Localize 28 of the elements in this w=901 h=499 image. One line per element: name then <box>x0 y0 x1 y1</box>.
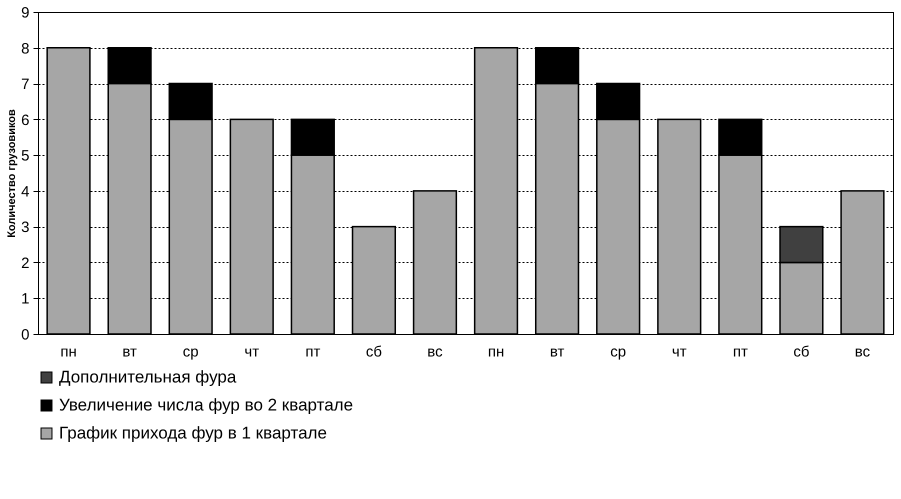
legend-label: Дополнительная фура <box>59 368 237 386</box>
y-axis-title: Количество грузовиков <box>6 108 18 238</box>
x-tick-label: вс <box>427 344 444 360</box>
y-tick-label: 9 <box>21 4 30 22</box>
y-tick-label: 0 <box>21 326 30 344</box>
x-tick-label: вт <box>550 344 564 360</box>
x-tick-label: ср <box>610 344 626 360</box>
y-tick-label: 5 <box>21 148 30 165</box>
y-tick-label: 8 <box>21 40 30 58</box>
x-tick-label: пт <box>305 344 320 360</box>
y-tick-label: 1 <box>21 290 30 308</box>
x-tick-label: чт <box>672 344 687 360</box>
x-tick-label: ср <box>182 344 199 360</box>
x-tick-label: вс <box>854 344 871 360</box>
y-tick-label: 3 <box>21 219 30 236</box>
y-tick-label: 4 <box>21 183 30 200</box>
x-tick-label: пт <box>732 344 748 360</box>
x-tick-label: сб <box>366 344 382 360</box>
legend-label: График прихода фур в 1 квартале <box>59 424 327 442</box>
legend-label: Увеличение числа фур во 2 квартале <box>59 396 354 414</box>
y-tick-label: 7 <box>21 76 30 94</box>
x-tick-label: чт <box>244 344 260 360</box>
y-tick-label: 2 <box>21 254 30 272</box>
x-tick-label: вт <box>122 344 137 360</box>
x-tick-label: пн <box>488 344 504 360</box>
y-tick-label: 6 <box>21 112 30 129</box>
x-tick-label: сб <box>793 344 810 360</box>
x-tick-label: пн <box>60 344 77 360</box>
